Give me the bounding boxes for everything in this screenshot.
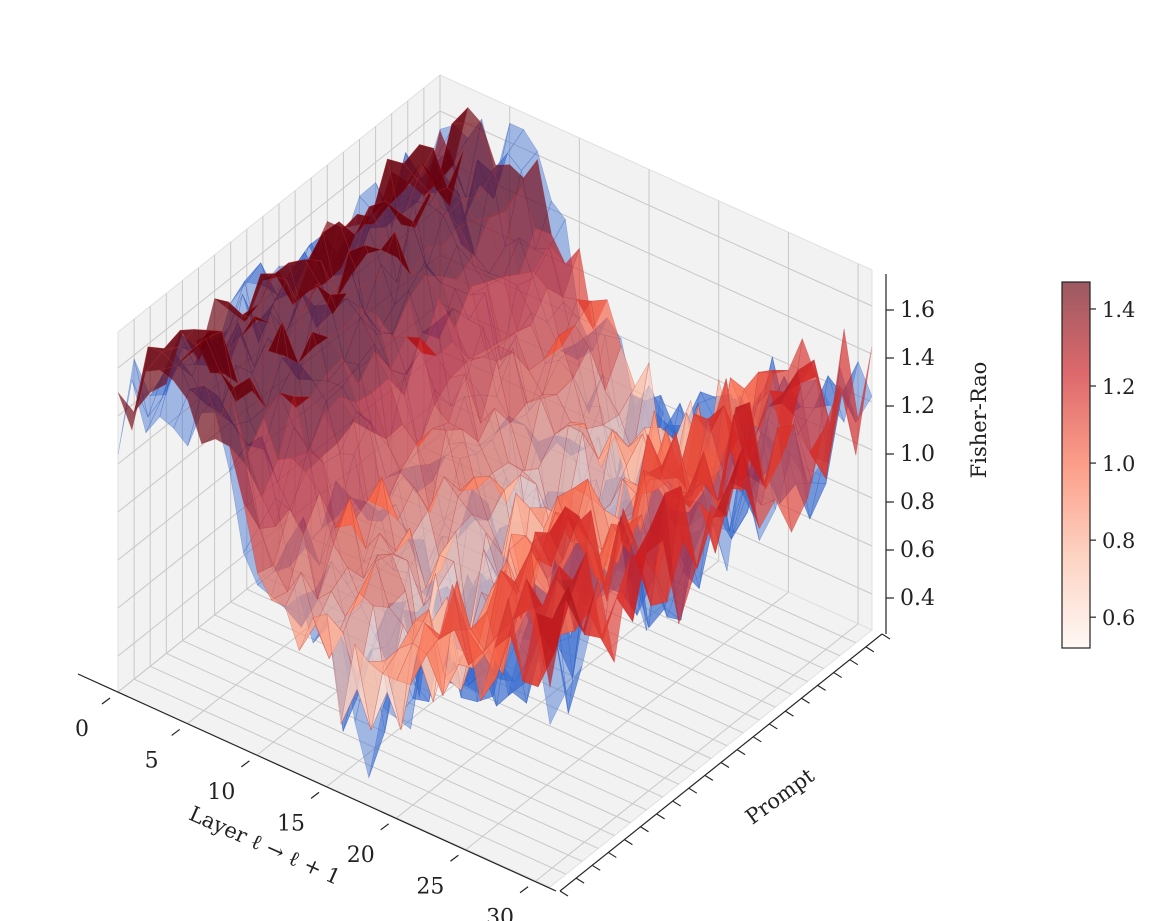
colorbar-tick-label: 1.0 — [1102, 452, 1135, 476]
gridline — [198, 627, 631, 824]
x-tick-label: 15 — [277, 811, 305, 836]
y-tick — [849, 659, 859, 666]
y-tick — [608, 851, 617, 858]
x-tick — [310, 791, 320, 799]
x-axis-label: Layer ℓ → ℓ + 1 — [186, 802, 345, 890]
gridline — [182, 640, 615, 837]
x-tick — [450, 854, 459, 862]
y-tick — [752, 736, 762, 743]
y-tick — [640, 826, 649, 833]
surface-facet — [712, 445, 744, 518]
x-tick-label: 10 — [207, 780, 235, 805]
x-tick-label: 25 — [416, 874, 444, 899]
y-tick — [720, 762, 730, 768]
surface-facet — [684, 391, 716, 426]
surface-facet — [793, 424, 824, 499]
x-axis-line — [77, 673, 557, 892]
y-tick — [817, 684, 826, 691]
surface-facet — [131, 379, 163, 434]
z-tick-label: 1.6 — [900, 298, 935, 323]
colorbar-tick-label: 1.4 — [1102, 298, 1135, 322]
x-tick-label: 0 — [75, 717, 89, 742]
x-tick — [101, 697, 111, 705]
y-tick — [785, 710, 794, 717]
surface-facet — [825, 385, 857, 479]
colorbar-tick-label: 0.8 — [1102, 529, 1135, 553]
surfaces — [117, 106, 873, 779]
gridline — [439, 110, 873, 307]
z-axis-label: Fisher-Rao — [967, 362, 991, 479]
x-axis: 0 5 10 15 20 25 30 — [75, 673, 557, 921]
surface-facet — [551, 618, 583, 714]
z-tick-label: 1.2 — [900, 394, 935, 419]
y-tick — [575, 877, 585, 884]
gridline — [166, 652, 599, 849]
y-tick — [704, 774, 714, 781]
surface-facet — [717, 511, 748, 540]
red-surface — [117, 106, 873, 731]
y-axis — [559, 633, 891, 897]
y-tick — [656, 813, 665, 820]
gridline — [149, 665, 583, 862]
surface-facet — [584, 578, 615, 663]
y-tick — [559, 890, 569, 897]
x-tick — [171, 728, 181, 736]
colorbar-gradient — [1061, 281, 1091, 649]
x-tick — [240, 760, 250, 768]
y-tick — [769, 723, 778, 730]
x-tick-label: 20 — [347, 843, 375, 868]
gridline — [133, 678, 567, 875]
surface-facet — [535, 600, 567, 688]
y-tick — [591, 864, 601, 871]
x-tick-label: 30 — [486, 906, 514, 921]
y-axis-label: Prompt — [741, 763, 819, 829]
y-tick — [624, 839, 633, 846]
colorbar-tick-label: 0.6 — [1102, 606, 1135, 630]
x-tick — [519, 886, 529, 894]
y-tick — [736, 749, 746, 756]
y-tick — [865, 646, 875, 653]
z-axis: 0.4 0.6 0.8 1.0 1.2 1.4 1.6 — [885, 274, 935, 634]
x-tick-label: 5 — [145, 748, 159, 773]
y-tick — [688, 787, 698, 794]
gridline — [214, 614, 647, 811]
y-tick — [672, 800, 681, 807]
z-tick-label: 1.0 — [900, 442, 935, 467]
z-tick-label: 0.4 — [900, 586, 935, 611]
z-tick-label: 0.8 — [900, 490, 935, 515]
colorbar-tick-label: 1.2 — [1102, 375, 1135, 399]
y-tick — [801, 697, 810, 704]
surface-facet — [507, 128, 538, 172]
z-tick-label: 1.4 — [900, 346, 935, 371]
z-tick-label: 0.6 — [900, 538, 935, 563]
colorbar: 0.6 0.8 1.0 1.2 1.4 — [1061, 281, 1135, 649]
surface-facet — [664, 485, 696, 625]
surface-facet — [230, 262, 261, 304]
surface-facet — [616, 553, 647, 623]
y-tick — [881, 633, 891, 640]
x-tick — [380, 823, 390, 831]
y-tick — [833, 672, 842, 679]
